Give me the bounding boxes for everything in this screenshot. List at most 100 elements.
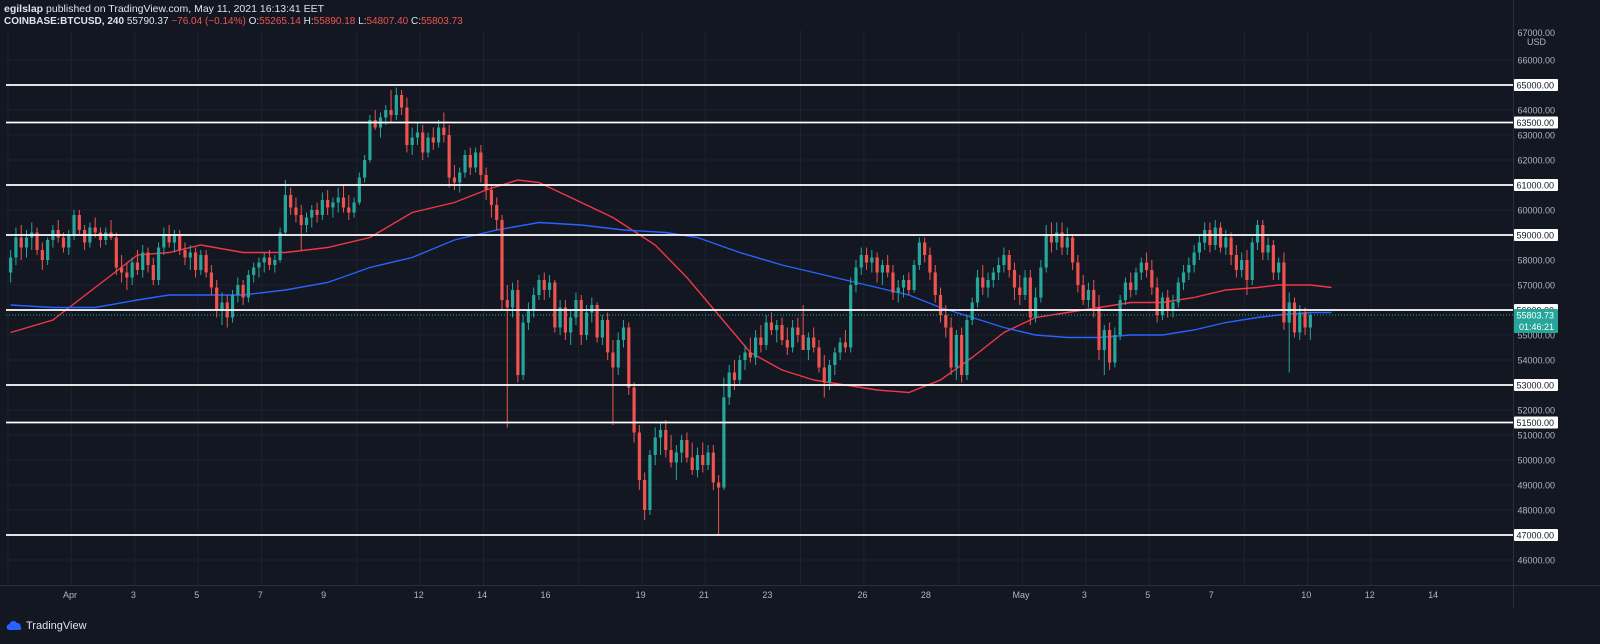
candle (352, 197, 356, 218)
candle-body (748, 352, 752, 358)
candle-body (923, 242, 927, 255)
candle (1139, 257, 1143, 280)
candle (1134, 267, 1138, 295)
candle-body (463, 155, 467, 173)
tradingview-logo[interactable]: TradingView (6, 620, 87, 632)
candle-body (806, 337, 811, 350)
candle (1034, 287, 1038, 323)
candle (975, 270, 980, 308)
candle (595, 302, 599, 343)
candle-body (1055, 232, 1059, 243)
price-axis[interactable]: 46000.00 48000.00 49000.00 50000.00 51000.00… (1514, 28, 1558, 566)
candle (67, 230, 71, 255)
candle-body (320, 200, 324, 215)
candle-body (759, 337, 763, 345)
candle (447, 125, 451, 188)
candle-body (664, 430, 668, 450)
level-price-label: 65000.00 (1516, 81, 1554, 91)
author-name[interactable]: egilslap (4, 3, 44, 15)
candle-body (119, 267, 124, 273)
candle (738, 355, 742, 385)
candle (320, 192, 324, 220)
candle (1086, 282, 1091, 308)
candle (484, 167, 488, 200)
candle-body (1192, 252, 1196, 265)
candle (304, 212, 309, 233)
candle-body (891, 272, 895, 293)
y-tick-label: 55000.00 (1517, 331, 1555, 341)
candle (1240, 252, 1244, 278)
candle-body (632, 387, 636, 433)
candle (495, 197, 499, 230)
candle (172, 230, 177, 253)
candle-body (1065, 237, 1069, 248)
candle-body (526, 310, 531, 323)
currency-label: USD (1527, 37, 1547, 47)
candle (489, 185, 494, 218)
current-price-label: 55803.73 (1516, 311, 1554, 321)
candle (341, 185, 346, 213)
candle (912, 260, 916, 293)
candle (1092, 280, 1096, 318)
candle-body (870, 257, 874, 263)
candle-body (347, 207, 351, 213)
candle-body (1060, 232, 1064, 248)
candle (252, 262, 256, 283)
candle-body (563, 307, 567, 333)
candle (1049, 222, 1054, 253)
time-axis[interactable]: Apr 3 5 7 9 12 14 16 19 21 23 26 28 May 3 5 7 10 12 14 (63, 590, 1438, 600)
candle-body (775, 325, 779, 330)
x-tick-label: 7 (258, 590, 263, 600)
candle-body (595, 305, 599, 338)
candle (1192, 245, 1196, 273)
candle (14, 227, 18, 265)
candle-body (938, 295, 943, 315)
candles-group (9, 87, 1312, 535)
y-tick-label: 58000.00 (1517, 256, 1555, 266)
candle (278, 227, 282, 263)
candle-body (933, 272, 937, 295)
candle-body (46, 240, 50, 260)
candle (77, 210, 81, 235)
candle (225, 295, 229, 328)
candle (162, 227, 166, 255)
candle-body (1018, 287, 1022, 295)
candle-body (442, 127, 446, 135)
candle (1065, 227, 1069, 255)
candle-body (521, 322, 525, 375)
candle-body (1129, 282, 1133, 290)
candle (215, 280, 219, 318)
candle (553, 280, 557, 333)
candle-body (658, 430, 663, 438)
candle-body (1002, 255, 1006, 265)
candle (606, 312, 610, 360)
candle-body (384, 110, 388, 118)
candle (1287, 292, 1291, 373)
candle-body (621, 327, 626, 340)
candle-body (510, 290, 515, 308)
candle (220, 292, 224, 325)
candle (135, 250, 140, 275)
brand-name: TradingView (26, 620, 87, 632)
candle (357, 172, 361, 205)
candle (35, 227, 39, 255)
candle-body (246, 275, 250, 298)
price-chart[interactable]: 46000.00 48000.00 49000.00 50000.00 51000.00… (0, 0, 1600, 608)
candle-body (199, 255, 203, 270)
candle (1155, 277, 1159, 323)
candle (521, 315, 525, 380)
candle (30, 222, 34, 250)
candle-body (558, 307, 562, 328)
candle-body (98, 232, 103, 240)
candle-body (833, 352, 837, 365)
candle-body (1255, 225, 1260, 243)
candle (510, 282, 515, 318)
candle (151, 257, 155, 285)
candle (516, 280, 520, 383)
candle-body (24, 237, 29, 248)
moving-averages (10, 179, 1332, 394)
candle (569, 310, 573, 345)
candle-body (986, 280, 990, 288)
candle (130, 257, 134, 285)
candle-body (1292, 302, 1297, 333)
